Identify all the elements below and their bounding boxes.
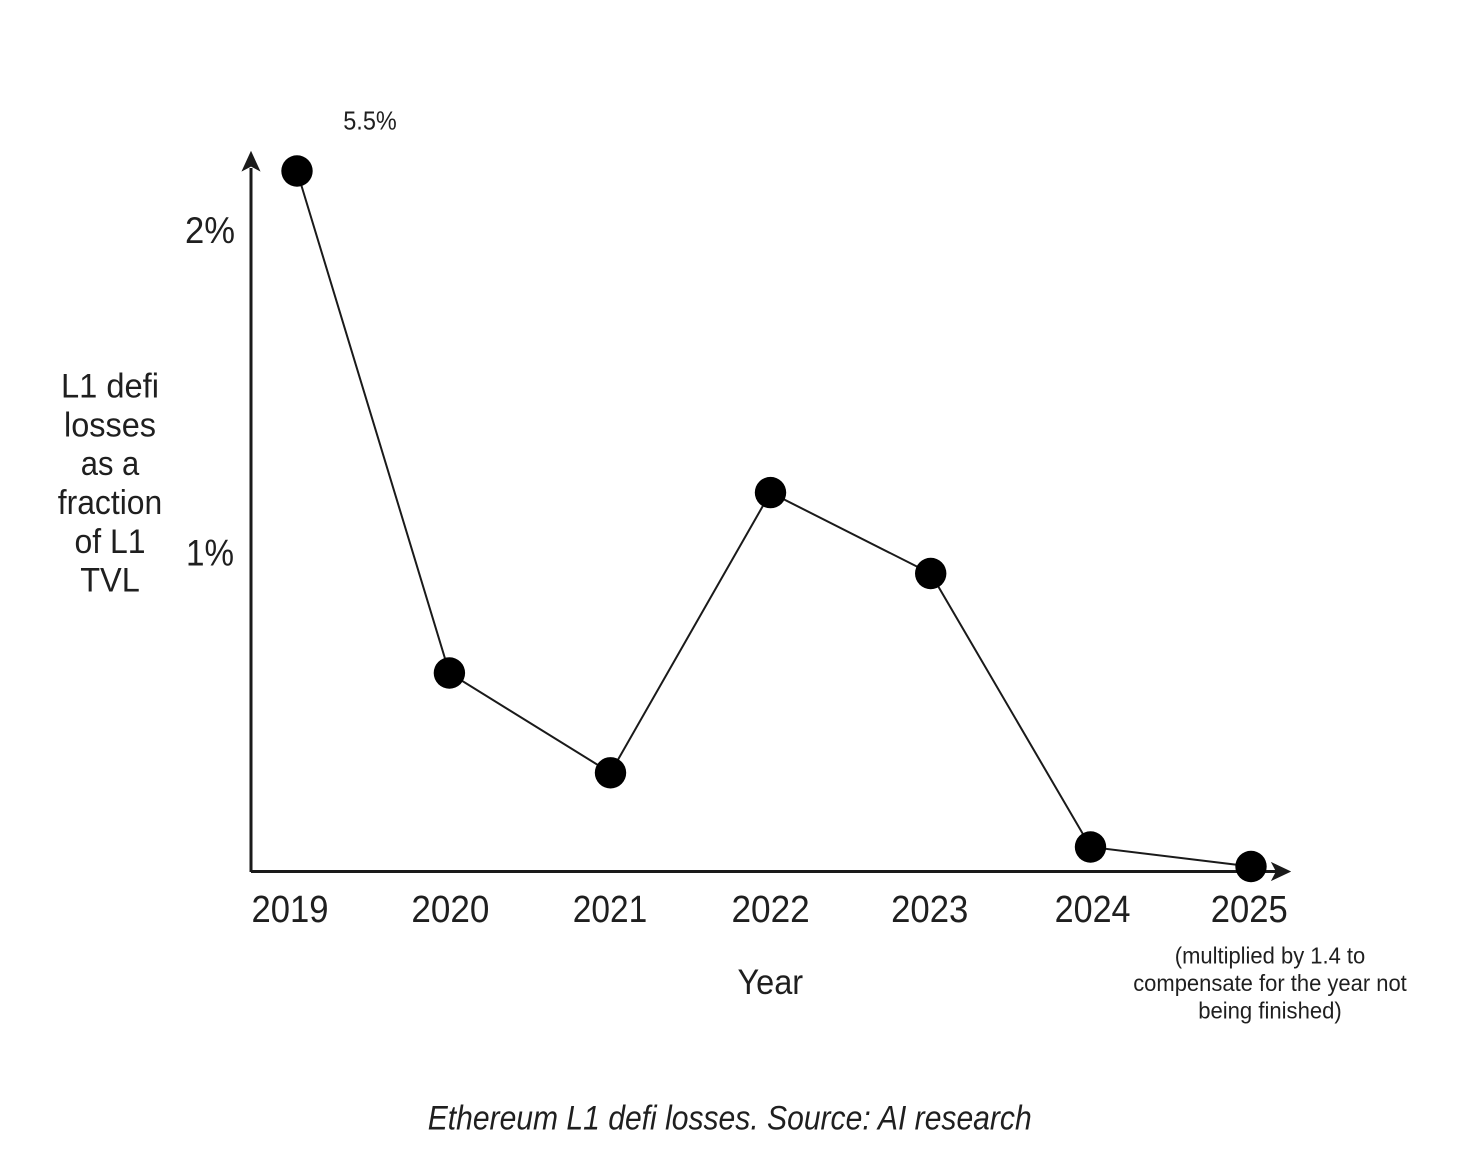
svg-text:L1 defi: L1 defi [61, 368, 159, 406]
svg-text:2022: 2022 [731, 889, 809, 931]
svg-text:1%: 1% [186, 533, 234, 574]
svg-text:fraction: fraction [58, 484, 163, 522]
svg-text:Ethereum L1 defi losses. Sourc: Ethereum L1 defi losses. Source: AI rese… [428, 1100, 1032, 1138]
svg-text:(multiplied by 1.4 to: (multiplied by 1.4 to [1175, 943, 1366, 969]
svg-text:Year: Year [737, 963, 803, 1002]
svg-text:compensate for the year not: compensate for the year not [1133, 970, 1407, 996]
svg-text:2025: 2025 [1211, 889, 1288, 931]
svg-text:2023: 2023 [891, 889, 968, 931]
svg-text:2020: 2020 [411, 889, 489, 931]
svg-text:TVL: TVL [80, 562, 140, 600]
svg-text:2%: 2% [185, 210, 235, 251]
svg-text:2019: 2019 [252, 889, 329, 931]
svg-text:2021: 2021 [573, 889, 647, 931]
svg-text:being finished): being finished) [1198, 998, 1342, 1024]
svg-text:5.5%: 5.5% [343, 106, 397, 136]
svg-text:losses: losses [64, 406, 156, 444]
svg-text:2024: 2024 [1055, 889, 1131, 931]
svg-text:as a: as a [81, 445, 140, 483]
svg-text:of L1: of L1 [74, 523, 145, 561]
